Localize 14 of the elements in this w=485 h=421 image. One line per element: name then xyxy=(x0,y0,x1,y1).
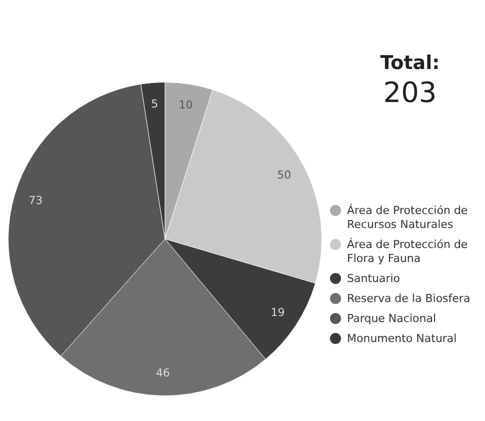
legend-label: Santuario xyxy=(347,272,400,286)
chart-title: Total: xyxy=(379,52,441,74)
data-label: 46 xyxy=(156,366,170,380)
legend-label: Área de Protección de Flora y Fauna xyxy=(347,238,469,266)
chart-subtitle: 203 xyxy=(382,76,438,109)
legend-label: Área de Protección de Recursos Naturales xyxy=(347,204,469,232)
data-label: 10 xyxy=(178,98,193,112)
legend-label: Monumento Natural xyxy=(347,332,457,346)
data-label: 19 xyxy=(270,306,285,319)
legend-label: Reserva de la Biosfera xyxy=(347,292,470,306)
data-label: 50 xyxy=(277,168,292,182)
legend-label: Parque Nacional xyxy=(347,312,436,326)
data-label: 5 xyxy=(151,97,158,110)
data-label: 73 xyxy=(28,194,43,207)
